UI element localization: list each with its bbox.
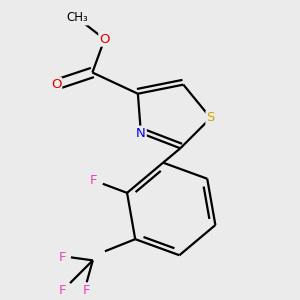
Text: S: S	[206, 112, 215, 124]
Text: F: F	[83, 284, 91, 297]
Text: O: O	[99, 33, 110, 46]
Text: F: F	[59, 284, 66, 297]
Text: CH₃: CH₃	[66, 11, 88, 24]
Text: N: N	[136, 127, 146, 140]
Text: F: F	[90, 174, 98, 187]
Text: O: O	[51, 78, 61, 91]
Text: F: F	[59, 251, 66, 264]
